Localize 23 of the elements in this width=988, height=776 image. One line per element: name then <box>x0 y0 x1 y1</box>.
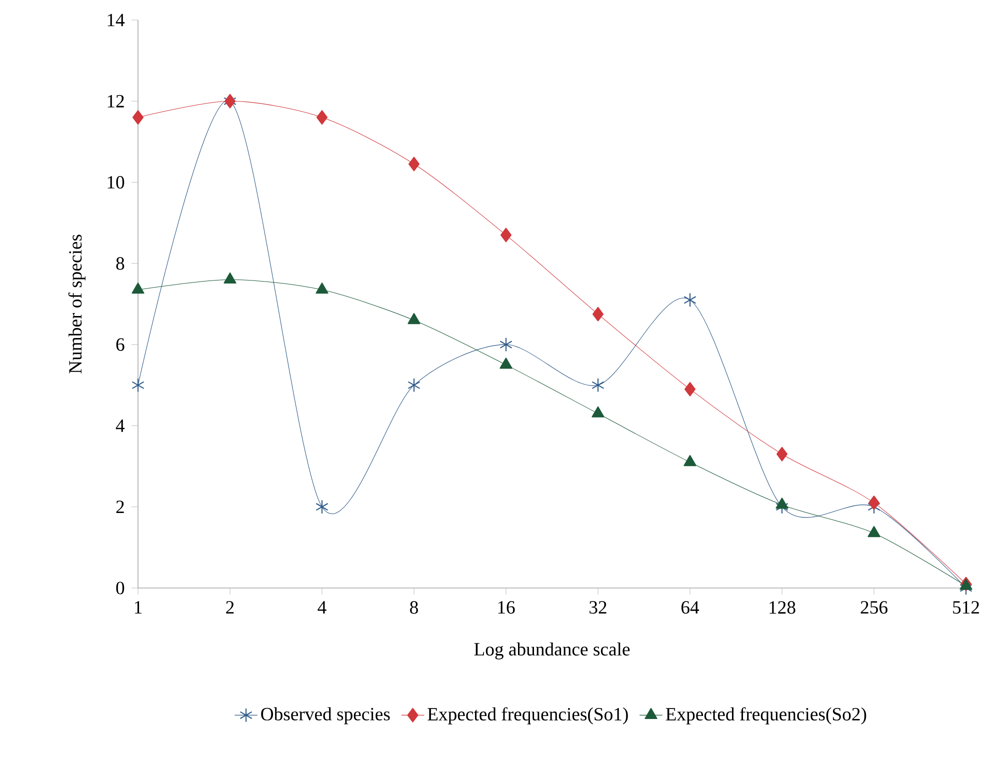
y-tick-label: 8 <box>116 257 124 270</box>
y-tick-label: 0 <box>116 582 124 594</box>
x-tick-label: 1 <box>134 601 142 614</box>
x-tick-label: 2 <box>226 601 234 614</box>
y-tick-label: 2 <box>116 500 124 514</box>
x-tick-label: 16 <box>498 601 515 614</box>
x-tick-label: 32 <box>590 601 606 614</box>
x-tick-label: 256 <box>860 601 888 614</box>
legend-label: Expected frequencies(So2) <box>666 707 866 724</box>
y-axis-title: Number of species <box>68 234 86 374</box>
y-tick-label: 4 <box>116 420 125 432</box>
x-tick-label: 8 <box>410 601 418 614</box>
x-tick-label: 4 <box>318 601 326 614</box>
y-tick-label: 10 <box>108 176 124 189</box>
y-tick-label: 6 <box>116 338 124 351</box>
y-tick-label: 12 <box>108 94 124 108</box>
y-tick-label: 14 <box>108 14 125 26</box>
legend-label: Observed species <box>261 707 390 724</box>
x-tick-label: 512 <box>953 601 979 614</box>
x-tick-label: 64 <box>681 601 700 614</box>
x-tick-label: 128 <box>770 601 796 614</box>
x-axis-title: Log abundance scale <box>474 642 630 660</box>
legend-label: Expected frequencies(So1) <box>428 707 628 724</box>
